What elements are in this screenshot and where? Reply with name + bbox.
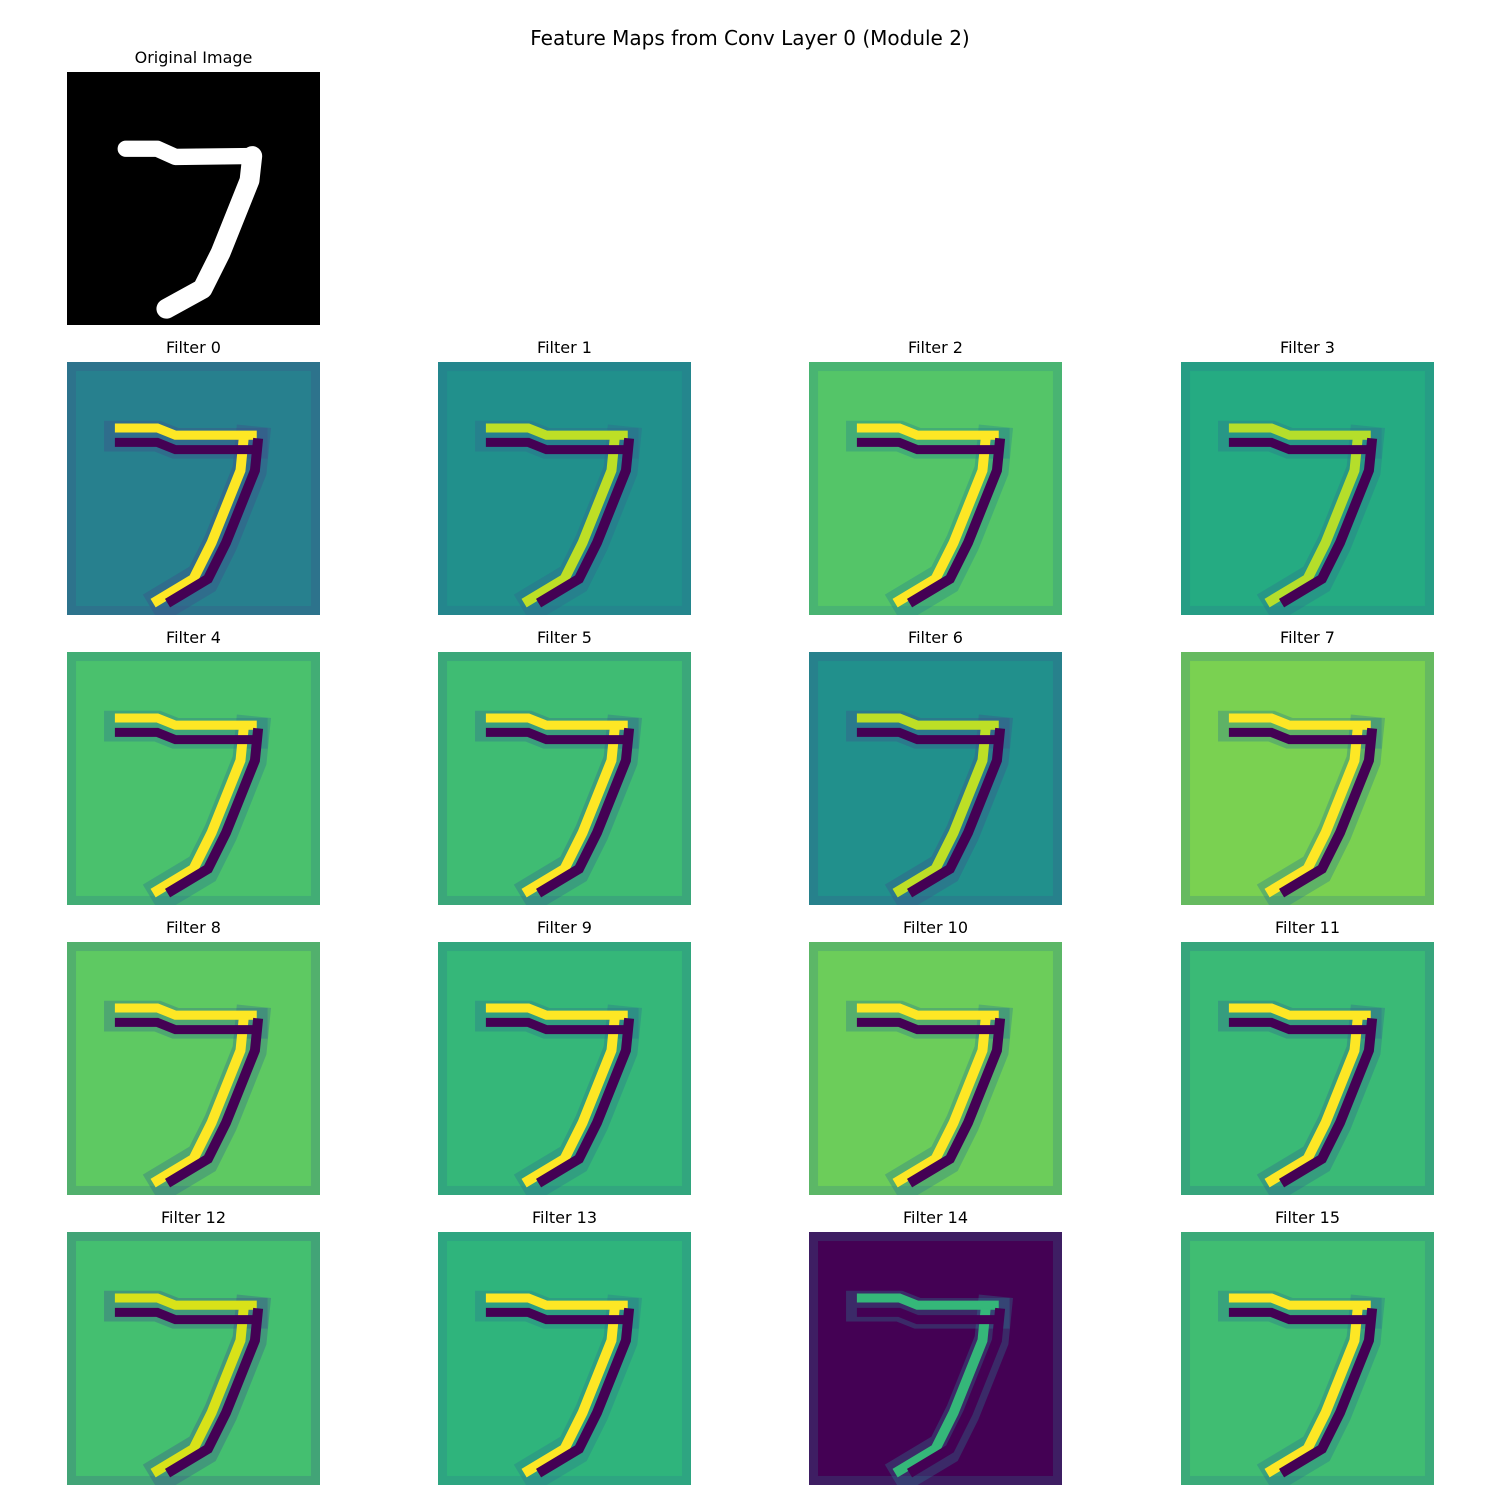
panel-filter-2: Filter 2 xyxy=(809,338,1062,615)
panel-title: Filter 6 xyxy=(908,628,963,647)
feature-map-image xyxy=(809,652,1062,905)
feature-map-image xyxy=(67,362,320,615)
feature-map-image xyxy=(438,1232,691,1485)
feature-map-image xyxy=(1181,652,1434,905)
panel-filter-12: Filter 12 xyxy=(67,1208,320,1485)
panel-filter-14: Filter 14 xyxy=(809,1208,1062,1485)
feature-map-image xyxy=(1181,1232,1434,1485)
feature-map-image xyxy=(67,942,320,1195)
feature-map-image xyxy=(438,942,691,1195)
panel-title: Original Image xyxy=(134,48,253,67)
feature-map-image xyxy=(438,362,691,615)
panel-filter-9: Filter 9 xyxy=(438,918,691,1195)
panel-title: Filter 3 xyxy=(1280,338,1335,357)
feature-map-image xyxy=(1181,942,1434,1195)
feature-map-image xyxy=(67,652,320,905)
feature-map-image xyxy=(438,652,691,905)
panel-title: Filter 7 xyxy=(1280,628,1335,647)
panel-title: Filter 15 xyxy=(1274,1208,1341,1227)
panel-title: Filter 9 xyxy=(537,918,592,937)
panel-title: Filter 8 xyxy=(166,918,221,937)
panel-title: Filter 4 xyxy=(166,628,221,647)
panel-original-image: Original Image xyxy=(67,48,320,325)
panel-filter-4: Filter 4 xyxy=(67,628,320,905)
panel-filter-8: Filter 8 xyxy=(67,918,320,1195)
feature-map-image xyxy=(809,1232,1062,1485)
feature-map-image xyxy=(67,1232,320,1485)
panel-title: Filter 5 xyxy=(537,628,592,647)
figure-title: Feature Maps from Conv Layer 0 (Module 2… xyxy=(530,26,970,50)
panel-filter-6: Filter 6 xyxy=(809,628,1062,905)
panel-filter-7: Filter 7 xyxy=(1181,628,1434,905)
panel-title: Filter 14 xyxy=(902,1208,969,1227)
panel-title: Filter 12 xyxy=(160,1208,227,1227)
panel-filter-13: Filter 13 xyxy=(438,1208,691,1485)
feature-map-image xyxy=(809,942,1062,1195)
panel-title: Filter 13 xyxy=(531,1208,598,1227)
panel-filter-15: Filter 15 xyxy=(1181,1208,1434,1485)
panel-title: Filter 10 xyxy=(902,918,969,937)
panel-filter-10: Filter 10 xyxy=(809,918,1062,1195)
panel-filter-5: Filter 5 xyxy=(438,628,691,905)
original-image xyxy=(67,72,320,325)
panel-filter-3: Filter 3 xyxy=(1181,338,1434,615)
panel-filter-0: Filter 0 xyxy=(67,338,320,615)
panel-filter-11: Filter 11 xyxy=(1181,918,1434,1195)
panel-title: Filter 11 xyxy=(1274,918,1341,937)
panel-title: Filter 2 xyxy=(908,338,963,357)
panel-title: Filter 1 xyxy=(537,338,592,357)
panel-filter-1: Filter 1 xyxy=(438,338,691,615)
feature-map-image xyxy=(1181,362,1434,615)
panel-title: Filter 0 xyxy=(166,338,221,357)
feature-map-image xyxy=(809,362,1062,615)
